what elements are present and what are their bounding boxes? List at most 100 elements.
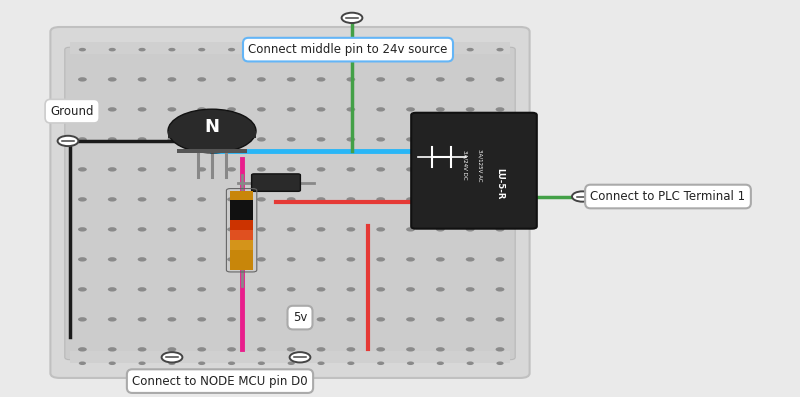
Circle shape: [78, 317, 86, 322]
Circle shape: [198, 287, 206, 291]
Circle shape: [318, 361, 325, 365]
Circle shape: [436, 347, 445, 352]
Circle shape: [108, 137, 117, 142]
Circle shape: [138, 361, 146, 365]
Circle shape: [257, 77, 266, 81]
Circle shape: [376, 287, 385, 291]
Circle shape: [346, 167, 355, 172]
Circle shape: [346, 227, 355, 231]
Bar: [230, 210, 253, 220]
Text: Connect to NODE MCU pin D0: Connect to NODE MCU pin D0: [132, 375, 308, 387]
Circle shape: [436, 317, 445, 322]
Circle shape: [138, 257, 146, 262]
Circle shape: [496, 317, 504, 322]
Circle shape: [167, 257, 176, 262]
Circle shape: [406, 227, 415, 231]
Circle shape: [227, 107, 236, 112]
Circle shape: [318, 48, 325, 51]
Circle shape: [437, 48, 444, 51]
Circle shape: [228, 361, 235, 365]
Circle shape: [287, 167, 295, 172]
Circle shape: [108, 77, 117, 81]
Circle shape: [198, 361, 206, 365]
Circle shape: [227, 167, 236, 172]
Circle shape: [406, 197, 415, 202]
Circle shape: [436, 77, 445, 81]
Circle shape: [198, 107, 206, 112]
Circle shape: [227, 317, 236, 322]
Circle shape: [496, 48, 504, 51]
FancyBboxPatch shape: [50, 27, 530, 378]
Circle shape: [287, 317, 295, 322]
Text: Connect middle pin to 24v source: Connect middle pin to 24v source: [248, 43, 448, 56]
Circle shape: [496, 197, 504, 202]
Text: 5v: 5v: [293, 311, 307, 324]
Circle shape: [406, 137, 415, 142]
Circle shape: [496, 137, 504, 142]
Circle shape: [167, 227, 176, 231]
Bar: [230, 191, 253, 200]
Circle shape: [496, 107, 504, 112]
Circle shape: [346, 137, 355, 142]
Circle shape: [407, 48, 414, 51]
Bar: [70, 42, 510, 54]
Circle shape: [437, 361, 444, 365]
Circle shape: [287, 227, 295, 231]
Circle shape: [290, 352, 310, 362]
Circle shape: [406, 107, 415, 112]
Text: LU-5-R: LU-5-R: [495, 168, 504, 200]
Circle shape: [317, 167, 326, 172]
Circle shape: [436, 107, 445, 112]
Circle shape: [288, 361, 294, 365]
Circle shape: [257, 347, 266, 352]
Circle shape: [496, 227, 504, 231]
Circle shape: [572, 191, 593, 202]
Circle shape: [466, 48, 474, 51]
Bar: [230, 220, 253, 230]
Circle shape: [228, 48, 235, 51]
Circle shape: [287, 347, 295, 352]
FancyBboxPatch shape: [411, 113, 537, 229]
Circle shape: [466, 197, 474, 202]
Bar: [230, 260, 253, 270]
Circle shape: [317, 197, 326, 202]
Circle shape: [58, 136, 78, 146]
Circle shape: [167, 347, 176, 352]
Circle shape: [347, 48, 354, 51]
Circle shape: [78, 197, 86, 202]
Circle shape: [138, 137, 146, 142]
Circle shape: [108, 107, 117, 112]
Circle shape: [78, 137, 86, 142]
Circle shape: [376, 107, 385, 112]
Circle shape: [108, 167, 117, 172]
Circle shape: [108, 317, 117, 322]
Circle shape: [108, 257, 117, 262]
Circle shape: [287, 287, 295, 291]
Circle shape: [287, 137, 295, 142]
Circle shape: [406, 167, 415, 172]
Circle shape: [317, 227, 326, 231]
Circle shape: [466, 107, 474, 112]
Circle shape: [227, 287, 236, 291]
Circle shape: [376, 197, 385, 202]
Circle shape: [167, 197, 176, 202]
Circle shape: [138, 77, 146, 81]
Circle shape: [466, 257, 474, 262]
Circle shape: [198, 227, 206, 231]
Circle shape: [168, 48, 175, 51]
Circle shape: [227, 257, 236, 262]
Circle shape: [257, 167, 266, 172]
Circle shape: [377, 361, 384, 365]
Circle shape: [167, 107, 176, 112]
Circle shape: [346, 77, 355, 81]
Circle shape: [258, 48, 265, 51]
Circle shape: [376, 167, 385, 172]
Circle shape: [317, 347, 326, 352]
Circle shape: [78, 77, 86, 81]
Circle shape: [496, 287, 504, 291]
Text: Ground: Ground: [50, 105, 94, 118]
Circle shape: [198, 77, 206, 81]
Circle shape: [346, 317, 355, 322]
Circle shape: [109, 361, 116, 365]
Text: Connect to PLC Terminal 1: Connect to PLC Terminal 1: [590, 190, 746, 203]
